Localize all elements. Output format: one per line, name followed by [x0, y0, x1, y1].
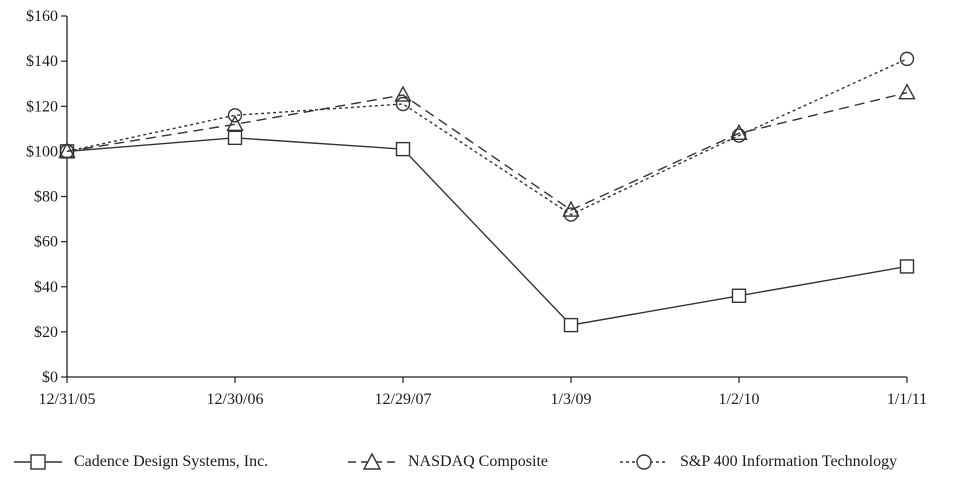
x-tick-label: 1/1/11 [887, 391, 927, 408]
x-tick-label: 1/2/10 [719, 391, 760, 408]
y-tick-label: $120 [26, 98, 58, 115]
legend-label-nasdaq: NASDAQ Composite [408, 453, 549, 470]
data-point-square [899, 259, 915, 274]
series-line-triangle [66, 92, 908, 211]
legend-label-sp400: S&P 400 Information Technology [680, 453, 898, 470]
y-axis: $0 $20 $40 $60 $80 $100 $120 $140 $160 [26, 8, 68, 386]
legend-item-sp400: S&P 400 Information Technology [618, 448, 897, 476]
series-line-square [66, 137, 908, 326]
data-point-circle [731, 128, 747, 143]
y-tick-label: $140 [26, 53, 58, 70]
data-point-square [227, 130, 243, 146]
data-point-circle [59, 144, 75, 159]
data-point-square [395, 141, 411, 157]
legend-swatch-circle-dotted [620, 454, 668, 470]
data-point-circle [899, 51, 915, 67]
x-tick-label: 12/29/07 [375, 391, 432, 408]
y-tick-label: $100 [26, 143, 58, 160]
legend-item-nasdaq: NASDAQ Composite [346, 448, 548, 476]
data-point-circle [227, 108, 243, 123]
data-point-triangle [226, 114, 244, 132]
line-chart: $0$20$40$60$80$100$120$140$160 12/31/05 1… [26, 8, 927, 408]
y-tick-label: $20 [34, 324, 58, 341]
y-tick-label: $40 [34, 279, 58, 296]
x-tick-label: 1/3/09 [551, 391, 592, 408]
x-tick-label: 12/30/06 [207, 391, 264, 408]
y-tick-label: $0 [42, 369, 58, 386]
data-point-triangle [730, 123, 748, 141]
data-point-circle [395, 96, 411, 112]
legend-swatch-square-solid [14, 454, 62, 470]
legend-item-cadence: Cadence Design Systems, Inc. [12, 448, 268, 476]
data-point-circle [563, 207, 579, 222]
x-tick-label: 12/31/05 [39, 391, 96, 408]
legend-swatch-triangle-dashed [348, 452, 396, 470]
chart-legend: Cadence Design Systems, Inc. NASDAQ Comp… [0, 448, 964, 476]
series-line-circle [66, 58, 908, 216]
data-point-triangle [394, 85, 412, 102]
y-tick-label: $80 [34, 189, 58, 206]
y-tick-label: $160 [26, 8, 58, 25]
data-point-square [563, 317, 579, 333]
data-point-square [731, 288, 747, 303]
data-point-triangle [898, 83, 916, 100]
y-tick-label: $60 [34, 234, 58, 251]
series-lines [58, 51, 916, 333]
x-axis: 12/31/05 12/30/06 12/29/07 1/3/09 1/2/10 1/1/… [39, 376, 927, 408]
legend-label-cadence: Cadence Design Systems, Inc. [74, 453, 269, 470]
